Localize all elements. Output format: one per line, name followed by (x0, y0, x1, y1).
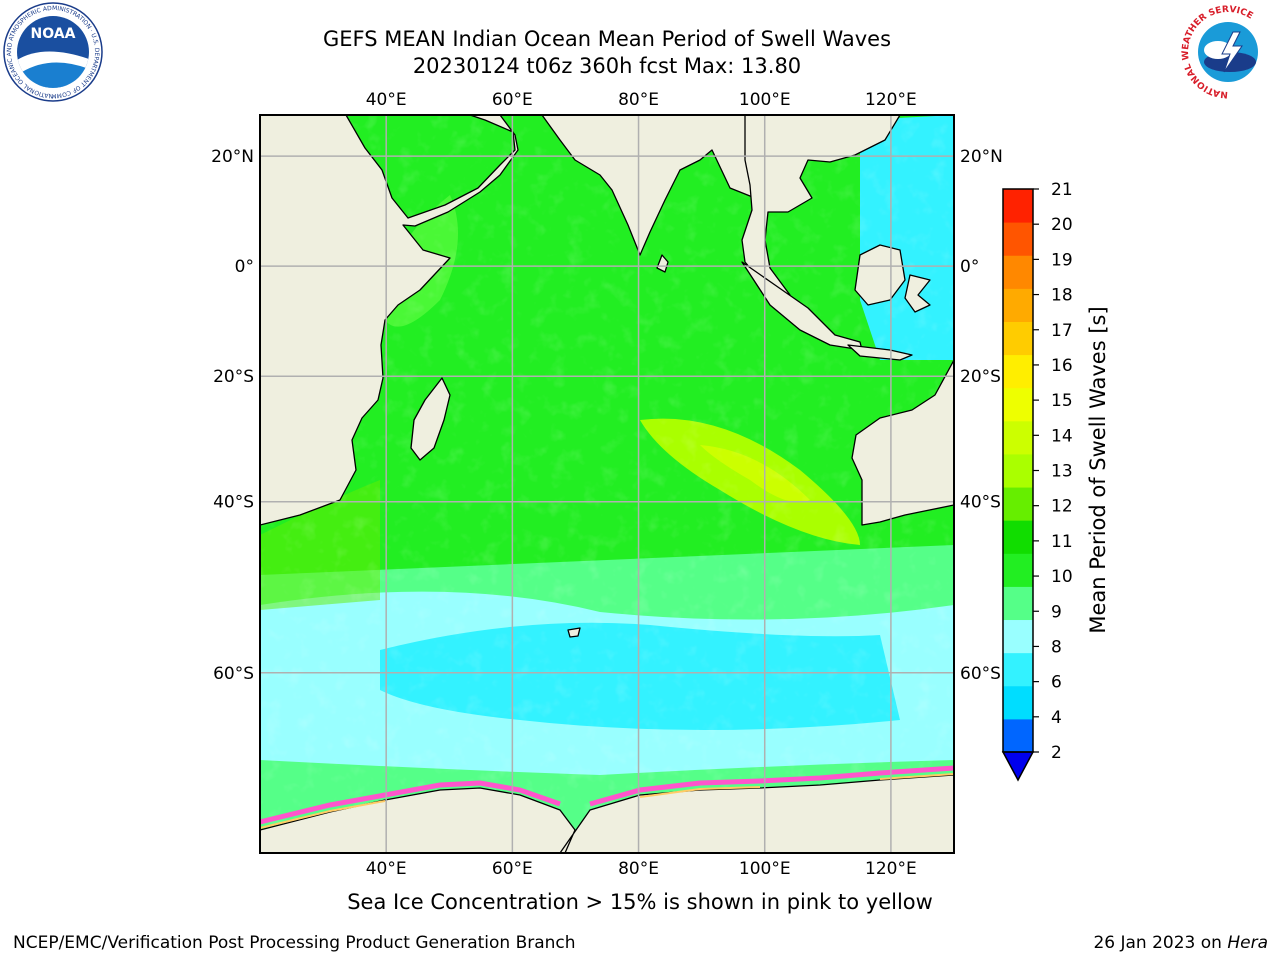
footer-credit: NCEP/EMC/Verification Post Processing Pr… (13, 933, 576, 953)
sea-ice-fringe (260, 765, 954, 825)
colorbar-tick-label: 16 (1051, 356, 1073, 376)
lon-label-top: 60°E (492, 90, 533, 110)
colorbar-tick-label: 2 (1051, 743, 1062, 763)
colorbar-segment (1003, 487, 1033, 521)
lat-label-right: 0° (960, 257, 979, 277)
map-area (260, 115, 954, 853)
colorbar-segment (1003, 189, 1033, 223)
colorbar-tick-label: 8 (1051, 637, 1062, 657)
land-java (847, 344, 913, 361)
lat-label-right: 20°S (960, 367, 1001, 387)
lon-label-top: 100°E (739, 90, 791, 110)
colorbar-segment (1003, 321, 1033, 356)
sea-ice-fringe-inner (260, 773, 954, 829)
map-frame (259, 114, 955, 854)
lat-label-left: 60°S (213, 664, 254, 684)
colorbar-tick-label: 21 (1051, 180, 1073, 200)
colorbar-segment (1003, 685, 1033, 720)
lat-label-right: 60°S (960, 664, 1001, 684)
graticule (260, 115, 954, 853)
sea-ice-note: Sea Ice Concentration > 15% is shown in … (347, 890, 933, 914)
land-sulawesi (904, 274, 931, 313)
colorbar-tick-label: 6 (1051, 673, 1062, 693)
colorbar-tick-label: 9 (1051, 602, 1062, 622)
colorbar-segment (1003, 222, 1033, 256)
noaa-logo-text: NOAA (31, 26, 76, 42)
land-india (541, 115, 756, 256)
colorbar-tick-label: 19 (1051, 250, 1073, 270)
colorbar-tick-label: 14 (1051, 426, 1073, 446)
colorbar-tick-label: 4 (1051, 708, 1062, 728)
lat-label-right: 40°S (960, 493, 1001, 513)
land-madagascar (410, 377, 451, 461)
lat-label-left: 20°N (211, 147, 254, 167)
colorbar-tick-label: 11 (1051, 532, 1073, 552)
colorbar-segment (1003, 718, 1033, 753)
colorbar-tick-label: 20 (1051, 215, 1073, 235)
colorbar: 2 4 6 8 9 10 11 12 13 14 15 16 17 18 19 20 21 (1001, 180, 1073, 782)
colorbar-segment (1003, 619, 1033, 654)
lon-label-bottom: 100°E (739, 859, 791, 879)
footer-date: 26 Jan 2023 on Hera (1093, 933, 1268, 953)
footer-date-text: 26 Jan 2023 on (1093, 933, 1228, 953)
noaa-logo: NATIONAL OCEANIC AND ATMOSPHERIC ADMINIS… (2, 2, 103, 102)
land-kerguelen (567, 627, 581, 638)
footer-host: Hera (1227, 933, 1268, 953)
colorbar-segment (1003, 387, 1033, 422)
colorbar-tick-label: 18 (1051, 286, 1073, 306)
colorbar-segment (1003, 255, 1033, 289)
lon-label-bottom: 120°E (865, 859, 917, 879)
chart-subtitle: 20230124 t06z 360h fcst Max: 13.80 (412, 54, 802, 78)
colorbar-tick-label: 17 (1051, 321, 1073, 341)
colorbar-tick-label: 15 (1051, 391, 1073, 411)
lat-label-right: 20°N (960, 147, 1003, 167)
lat-label-left: 20°S (213, 367, 254, 387)
lon-label-bottom: 60°E (492, 859, 533, 879)
lat-label-left: 40°S (213, 493, 254, 513)
colorbar-segment (1003, 453, 1033, 488)
lon-label-top: 40°E (366, 90, 407, 110)
colorbar-segment (1003, 652, 1033, 687)
lon-label-bottom: 40°E (366, 859, 407, 879)
chart-title: GEFS MEAN Indian Ocean Mean Period of Sw… (322, 27, 892, 51)
colorbar-tick-label: 12 (1051, 497, 1073, 517)
colorbar-tick-label: 13 (1051, 462, 1073, 482)
lat-label-left: 0° (235, 257, 254, 277)
colorbar-label: Mean Period of Swell Waves [s] (1086, 306, 1110, 633)
land-africa-arabia (260, 115, 519, 526)
land-layer (260, 115, 954, 853)
lon-label-top: 120°E (865, 90, 917, 110)
colorbar-segment (1003, 354, 1033, 389)
colorbar-segment (1003, 420, 1033, 455)
colorbar-segment (1003, 288, 1033, 322)
land-sri-lanka (656, 254, 669, 273)
land-borneo (854, 244, 906, 306)
colorbar-under-triangle (1001, 751, 1035, 782)
lon-label-bottom: 80°E (618, 859, 659, 879)
land-australia (851, 359, 954, 526)
colorbar-tick-label: 10 (1051, 567, 1073, 587)
nws-logo: NATIONAL WEATHER SERVICE (1180, 4, 1276, 100)
colorbar-segment (1003, 586, 1033, 621)
lon-label-top: 80°E (618, 90, 659, 110)
colorbar-segment (1003, 520, 1033, 554)
colorbar-segment (1003, 553, 1033, 587)
